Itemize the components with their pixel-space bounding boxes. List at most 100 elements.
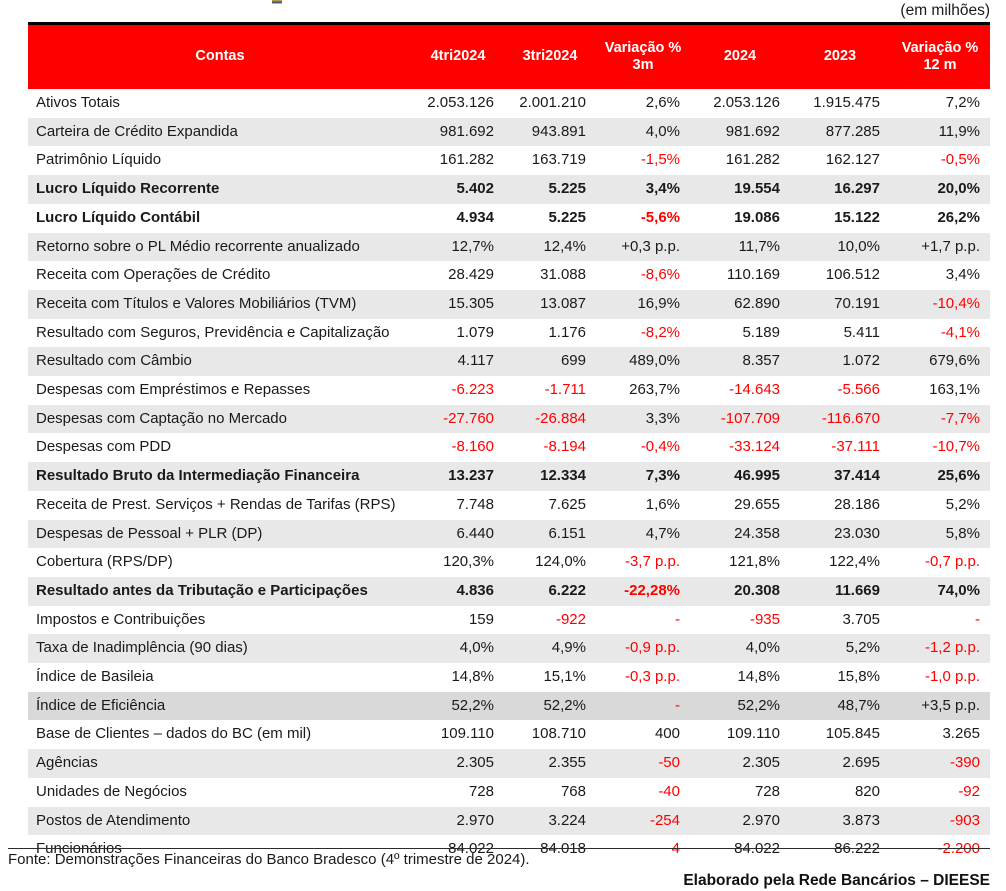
table-row: Lucro Líquido Recorrente 5.402 5.225 3,4% 19…: [28, 175, 990, 204]
row-value-cell: 162.127: [790, 146, 890, 176]
row-value-cell: 120,3%: [412, 548, 504, 577]
row-value-cell: 161.282: [690, 146, 790, 176]
row-value-cell: -935: [690, 605, 790, 635]
row-account-label: Impostos e Contribuições: [28, 605, 412, 635]
row-account-label: Receita com Títulos e Valores Mobiliário…: [28, 289, 412, 319]
table-bottom-rule: [8, 848, 990, 849]
row-value-cell: 19.554: [690, 175, 790, 204]
row-account-label: Taxa de Inadimplência (90 dias): [28, 634, 412, 664]
row-value-cell: -1.711: [504, 376, 596, 405]
row-value-cell: 15,1%: [504, 663, 596, 692]
row-value-cell: 16,9%: [596, 289, 690, 319]
financial-results-table: Contas 4tri2024 3tri2024 Variação % 3m 2…: [28, 22, 990, 864]
row-value-cell: 820: [790, 777, 890, 807]
row-value-cell: 26,2%: [890, 203, 990, 233]
row-value-cell: 20.308: [690, 576, 790, 606]
table-row: Receita de Prest. Serviços + Rendas de T…: [28, 490, 990, 520]
row-value-cell: -1,0 p.p.: [890, 663, 990, 692]
row-value-cell: 3.873: [790, 806, 890, 836]
row-value-cell: -0,7 p.p.: [890, 548, 990, 577]
row-value-cell: 5.189: [690, 318, 790, 348]
row-value-cell: 25,6%: [890, 462, 990, 491]
variacao-3m-line2: 3m: [632, 57, 654, 73]
row-value-cell: 3,4%: [596, 175, 690, 204]
row-value-cell: 7,2%: [890, 89, 990, 118]
row-value-cell: 4,0%: [596, 117, 690, 147]
row-account-label: Lucro Líquido Contábil: [28, 203, 412, 233]
row-value-cell: 5.411: [790, 318, 890, 348]
row-value-cell: 13.237: [412, 462, 504, 491]
row-value-cell: 3,4%: [890, 261, 990, 290]
row-value-cell: 728: [412, 777, 504, 807]
table-row: Agências 2.305 2.355 -50 2.305 2.695 -390: [28, 749, 990, 778]
row-value-cell: 12,4%: [504, 232, 596, 262]
row-value-cell: 161.282: [412, 146, 504, 176]
row-value-cell: 24.358: [690, 519, 790, 549]
row-value-cell: 28.186: [790, 490, 890, 520]
row-account-label: Resultado com Seguros, Previdência e Cap…: [28, 318, 412, 348]
row-value-cell: -14.643: [690, 376, 790, 405]
table-row: Impostos e Contribuições 159 -922- -935 3.70…: [28, 605, 990, 635]
row-account-label: Cobertura (RPS/DP): [28, 548, 412, 577]
row-value-cell: -0,5%: [890, 146, 990, 176]
table-row: Carteira de Crédito Expandida 981.692 943.…: [28, 117, 990, 147]
row-value-cell: 3.265: [890, 720, 990, 750]
row-value-cell: 4,9%: [504, 634, 596, 664]
credit-note: Elaborado pela Rede Bancários – DIEESE: [683, 872, 990, 889]
row-value-cell: -922: [504, 605, 596, 635]
row-value-cell: 163,1%: [890, 376, 990, 405]
table-row: Índice de Basileia 14,8% 15,1% -0,3 p.p. 14,…: [28, 663, 990, 692]
row-value-cell: 6.151: [504, 519, 596, 549]
row-value-cell: 8.357: [690, 347, 790, 377]
row-value-cell: 121,8%: [690, 548, 790, 577]
row-value-cell: 109.110: [690, 720, 790, 750]
row-value-cell: 74,0%: [890, 576, 990, 606]
row-value-cell: -8.194: [504, 433, 596, 463]
row-value-cell: +1,7 p.p.: [890, 232, 990, 262]
row-value-cell: 1.072: [790, 347, 890, 377]
row-value-cell: 20,0%: [890, 175, 990, 204]
row-account-label: Índice de Basileia: [28, 663, 412, 692]
row-value-cell: 11,7%: [690, 232, 790, 262]
table-row: Ativos Totais 2.053.126 2.001.210 2,6% 2.053…: [28, 89, 990, 118]
row-value-cell: 7.748: [412, 490, 504, 520]
row-value-cell: -1,2 p.p.: [890, 634, 990, 664]
row-value-cell: 86.222: [790, 835, 890, 864]
table-row: Unidades de Negócios 728 768 -40 728 820 -92: [28, 777, 990, 807]
row-value-cell: -390: [890, 749, 990, 778]
row-value-cell: 46.995: [690, 462, 790, 491]
table-row: Resultado com Câmbio 4.117 699 489,0% 8.357 1…: [28, 347, 990, 377]
row-value-cell: 4.934: [412, 203, 504, 233]
row-value-cell: 11,9%: [890, 117, 990, 147]
row-value-cell: 110.169: [690, 261, 790, 290]
row-value-cell: 5,2%: [890, 490, 990, 520]
table-row: Taxa de Inadimplência (90 dias) 4,0% 4,9% -…: [28, 634, 990, 664]
table-row: Índice de Eficiência 52,2% 52,2% -52,2% 48,7…: [28, 691, 990, 721]
column-header-2023: 2023: [790, 22, 890, 89]
row-value-cell: 159: [412, 605, 504, 635]
cut-off-title-sliver: [272, 0, 282, 4]
row-value-cell: 263,7%: [596, 376, 690, 405]
variacao-12m-line1: Variação %: [901, 39, 979, 56]
row-account-label: Unidades de Negócios: [28, 777, 412, 807]
row-value-cell: 5,8%: [890, 519, 990, 549]
row-value-cell: +3,5 p.p.: [890, 691, 990, 721]
row-value-cell: -7,7%: [890, 404, 990, 434]
row-value-cell: 5.225: [504, 175, 596, 204]
row-value-cell: -254: [596, 806, 690, 836]
row-value-cell: 11.669: [790, 576, 890, 606]
variacao-3m-line1: Variação %: [604, 39, 682, 56]
row-value-cell: 6.440: [412, 519, 504, 549]
row-account-label: Agências: [28, 749, 412, 778]
row-value-cell: -8.160: [412, 433, 504, 463]
row-value-cell: 400: [596, 720, 690, 750]
row-value-cell: 699: [504, 347, 596, 377]
row-value-cell: 12,7%: [412, 232, 504, 262]
row-value-cell: -116.670: [790, 404, 890, 434]
row-account-label: Patrimônio Líquido: [28, 146, 412, 176]
row-value-cell: 122,4%: [790, 548, 890, 577]
row-value-cell: 124,0%: [504, 548, 596, 577]
row-value-cell: -37.111: [790, 433, 890, 463]
row-value-cell: 4.836: [412, 576, 504, 606]
